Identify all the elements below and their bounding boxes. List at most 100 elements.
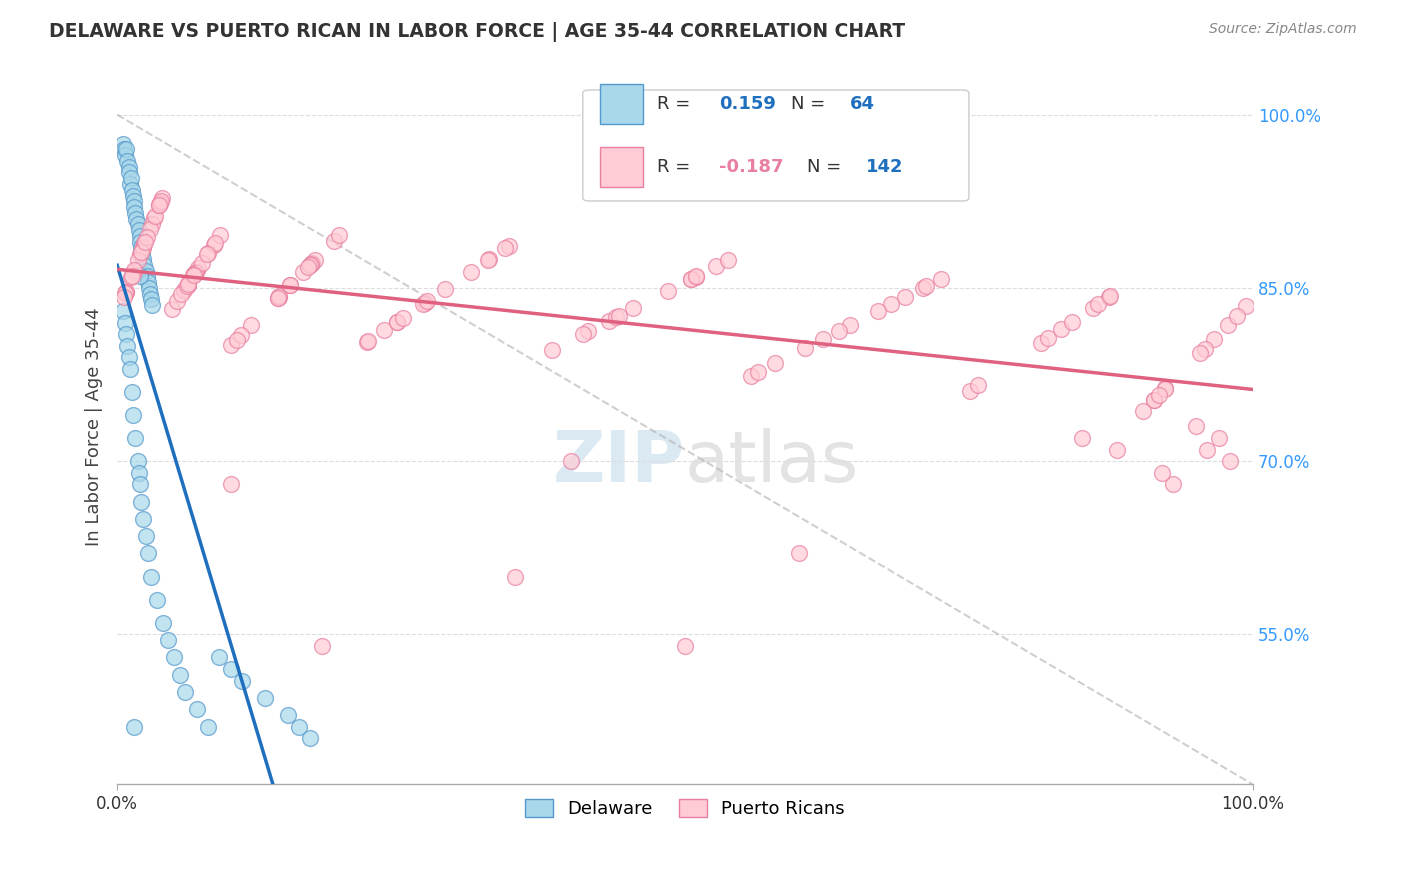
Point [1087, 297, 1109, 311]
Point [477, 253, 499, 268]
Point [190, 256, 212, 270]
Point [297, 260, 319, 274]
Point [114, 148, 136, 162]
Point [1143, 392, 1166, 407]
Point [298, 258, 321, 272]
Point [967, 378, 990, 392]
Point [148, 198, 170, 212]
Point [197, 247, 219, 261]
Point [129, 240, 152, 254]
Point [124, 262, 146, 277]
Point [811, 332, 834, 346]
Point [1029, 336, 1052, 351]
Text: atlas: atlas [685, 428, 859, 497]
Point [219, 662, 242, 676]
Point [122, 188, 145, 202]
Point [114, 285, 136, 299]
Point [866, 304, 889, 318]
Point [121, 268, 143, 283]
Point [117, 338, 139, 352]
Point [607, 309, 630, 323]
Point [129, 229, 152, 244]
Point [1194, 342, 1216, 356]
Point [1226, 309, 1249, 323]
Point [170, 286, 193, 301]
Point [208, 228, 231, 243]
Point [356, 334, 378, 349]
Point [1098, 290, 1121, 304]
Point [685, 269, 707, 284]
Point [129, 245, 152, 260]
Point [673, 639, 696, 653]
Point [1036, 331, 1059, 345]
Point [893, 290, 915, 304]
Point [114, 285, 136, 300]
Point [1071, 431, 1094, 445]
Point [541, 343, 564, 357]
Point [141, 569, 163, 583]
Point [166, 294, 188, 309]
Point [1216, 318, 1239, 332]
Point [304, 253, 326, 268]
Point [231, 328, 253, 343]
Point [277, 708, 299, 723]
Point [1188, 346, 1211, 360]
Point [503, 569, 526, 583]
Point [392, 310, 415, 325]
Point [311, 639, 333, 653]
Point [176, 278, 198, 293]
Point [278, 278, 301, 293]
Point [132, 252, 155, 266]
Text: R =: R = [657, 95, 696, 112]
Point [183, 268, 205, 283]
Point [598, 314, 620, 328]
Point [111, 136, 134, 151]
Point [478, 252, 501, 267]
Point [202, 237, 225, 252]
Point [115, 285, 138, 299]
Point [184, 266, 207, 280]
Text: 0.159: 0.159 [718, 95, 776, 112]
Point [120, 171, 142, 186]
Point [605, 310, 627, 324]
Point [177, 277, 200, 291]
Point [498, 239, 520, 253]
Point [494, 241, 516, 255]
Point [127, 454, 149, 468]
Point [385, 314, 408, 328]
Point [1208, 431, 1230, 445]
Point [657, 284, 679, 298]
Point [134, 258, 156, 272]
Point [129, 494, 152, 508]
Point [267, 290, 290, 304]
Point [197, 246, 219, 260]
Point [1081, 301, 1104, 315]
Point [122, 264, 145, 278]
Text: 64: 64 [849, 95, 875, 112]
Point [880, 297, 903, 311]
Point [127, 218, 149, 232]
Point [929, 272, 952, 286]
Point [267, 291, 290, 305]
Text: R =: R = [657, 158, 696, 176]
Point [911, 281, 934, 295]
Point [1143, 393, 1166, 408]
Point [183, 268, 205, 282]
Point [373, 323, 395, 337]
Point [412, 297, 434, 311]
Point [416, 294, 439, 309]
Point [127, 252, 149, 267]
Point [143, 209, 166, 223]
Point [163, 650, 186, 665]
Point [128, 466, 150, 480]
Point [125, 211, 148, 226]
Point [134, 236, 156, 251]
Point [122, 194, 145, 209]
Point [621, 301, 644, 316]
Point [129, 477, 152, 491]
Text: ZIP: ZIP [553, 428, 685, 497]
Point [560, 454, 582, 468]
Point [208, 650, 231, 665]
Point [132, 240, 155, 254]
Point [197, 720, 219, 734]
